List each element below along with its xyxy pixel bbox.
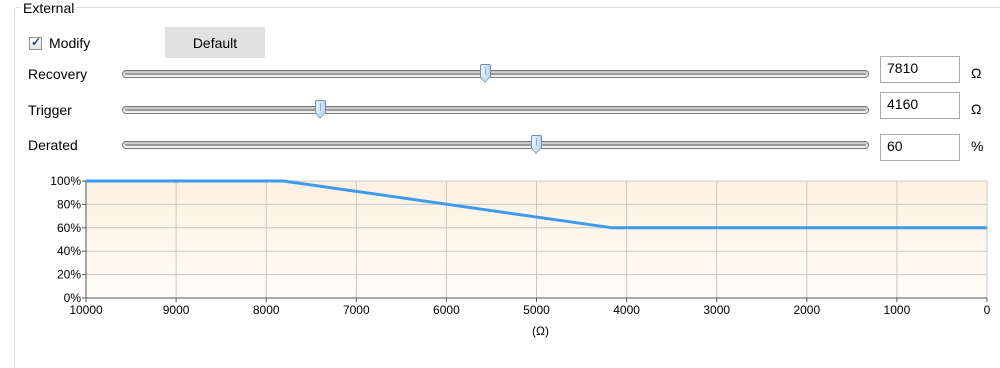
slider-groove (125, 73, 866, 75)
x-axis-label: (Ω) (532, 324, 549, 338)
x-tick-label: 4000 (613, 303, 640, 317)
trigger-label: Trigger (28, 102, 72, 118)
default-button[interactable]: Default (165, 27, 265, 58)
chart-ticks: 10000 9000 8000 7000 6000 5000 4000 3000 2000 100… (50, 174, 990, 317)
y-tick-label: 0% (64, 291, 82, 305)
trigger-slider-thumb[interactable] (314, 100, 326, 120)
x-tick-label: 3000 (703, 303, 730, 317)
modify-checkbox[interactable]: ✓ Modify (29, 35, 90, 51)
modify-label: Modify (49, 35, 91, 51)
recovery-label: Recovery (28, 66, 88, 82)
recovery-input[interactable]: 7810 (880, 56, 960, 83)
trigger-unit: Ω (971, 101, 982, 117)
external-groupbox (14, 7, 1000, 368)
derating-chart: 10000 9000 8000 7000 6000 5000 4000 3000 2000 100… (50, 174, 990, 338)
checkbox-box[interactable]: ✓ (29, 34, 42, 50)
x-tick-label: 0 (984, 303, 991, 317)
check-mark-icon: ✓ (31, 34, 42, 49)
x-tick-label: 2000 (793, 303, 820, 317)
derated-unit: % (971, 138, 984, 154)
y-tick-label: 100% (50, 174, 81, 188)
trigger-slider[interactable] (122, 100, 869, 119)
recovery-slider[interactable] (122, 64, 869, 83)
y-tick-label: 80% (57, 197, 81, 211)
trigger-input[interactable]: 4160 (880, 92, 960, 119)
x-tick-label: 9000 (163, 303, 190, 317)
derated-input[interactable]: 60 (880, 134, 960, 161)
derated-label: Derated (28, 137, 78, 153)
chart-axes (82, 180, 988, 302)
recovery-slider-thumb[interactable] (480, 64, 492, 84)
slider-groove (125, 109, 866, 111)
y-tick-label: 60% (57, 221, 81, 235)
x-tick-label: 6000 (433, 303, 460, 317)
x-tick-label: 8000 (253, 303, 280, 317)
derated-slider-thumb[interactable] (531, 135, 543, 155)
x-tick-label: 1000 (884, 303, 911, 317)
x-tick-label: 5000 (523, 303, 550, 317)
y-tick-label: 20% (57, 268, 81, 282)
group-title: External (20, 0, 78, 16)
y-tick-label: 40% (57, 244, 81, 258)
slider-groove (125, 144, 866, 146)
derated-slider[interactable] (122, 135, 869, 154)
x-tick-label: 10000 (69, 303, 103, 317)
x-tick-label: 7000 (343, 303, 370, 317)
recovery-unit: Ω (971, 65, 982, 81)
chart-series (86, 179, 987, 230)
derating-line (86, 179, 987, 230)
